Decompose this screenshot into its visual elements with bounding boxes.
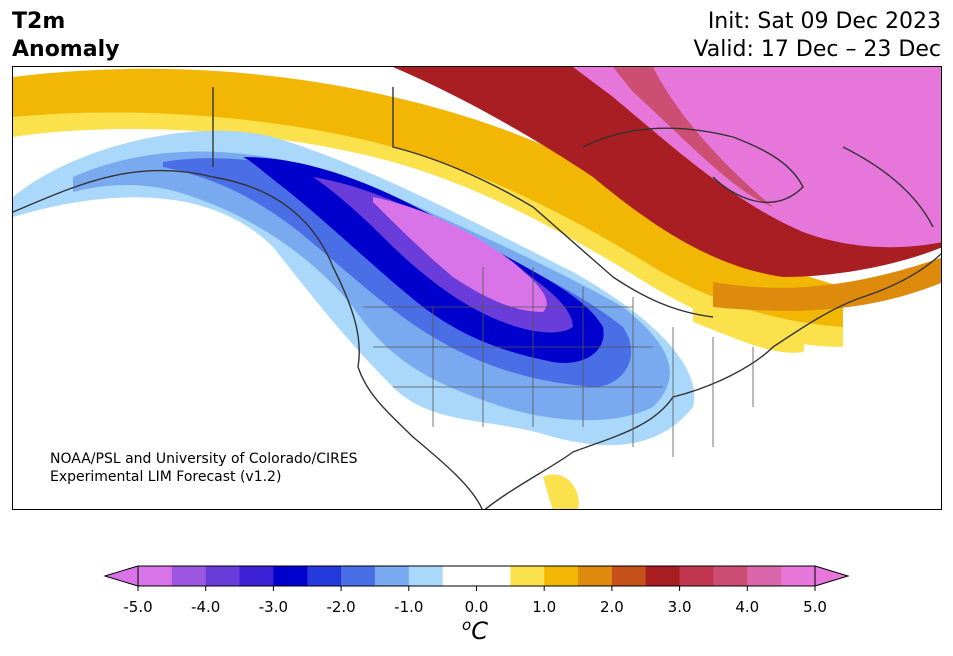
colorbar-segment	[307, 566, 342, 586]
warm-anomaly-gulf	[543, 474, 579, 509]
colorbar-arrow-outline	[103, 565, 139, 587]
colorbar-segment	[273, 566, 308, 586]
colorbar-segment	[611, 566, 647, 586]
cold-anomaly-lilac	[373, 197, 547, 312]
colorbar-segment	[510, 566, 545, 586]
state-outlines	[363, 267, 754, 457]
warm-anomaly-east-orange	[713, 257, 941, 311]
colorbar-segment	[476, 566, 511, 586]
credit-line-2: Experimental LIM Forecast (v1.2)	[50, 469, 282, 485]
colorbar-segments	[138, 566, 816, 586]
colorbar-segment	[138, 566, 173, 586]
colorbar-tick-label: 4.0	[735, 598, 760, 616]
colorbar-tick-label: 3.0	[667, 598, 692, 616]
colorbar-tick-label: 2.0	[599, 598, 624, 616]
colorbar-segment	[205, 566, 241, 586]
map-title: T2m Anomaly	[12, 8, 119, 64]
colorbar-segment	[442, 566, 477, 586]
colorbar-tick-label: -5.0	[123, 598, 153, 616]
colorbar-tick-label: -4.0	[191, 598, 221, 616]
anomaly-map: NOAA/PSL and University of Colorado/CIRE…	[12, 66, 942, 510]
colorbar-segment	[645, 566, 681, 586]
title-line-2: Anomaly	[12, 37, 120, 62]
colorbar-segment	[679, 566, 714, 586]
colorbar-ticks	[137, 586, 816, 591]
colorbar-under-arrow	[105, 566, 138, 586]
colorbar-segment	[544, 566, 579, 586]
colorbar-segment	[578, 566, 613, 586]
valid-date: Valid: 17 Dec – 23 Dec	[693, 37, 941, 62]
credit-text: NOAA/PSL and University of Colorado/CIRE…	[50, 450, 358, 486]
warm-anomaly-east-yellow	[693, 302, 805, 353]
forecast-dates: Init: Sat 09 Dec 2023 Valid: 17 Dec – 23…	[693, 8, 941, 64]
colorbar-segment	[747, 566, 782, 586]
colorbar-tick-label: 0.0	[464, 598, 489, 616]
credit-line-1: NOAA/PSL and University of Colorado/CIRE…	[50, 451, 358, 467]
init-date: Init: Sat 09 Dec 2023	[707, 9, 941, 34]
colorbar-tick-label: 1.0	[532, 598, 557, 616]
colorbar-tick-label: -2.0	[326, 598, 356, 616]
anomaly-field	[13, 67, 941, 509]
title-line-1: T2m	[12, 9, 66, 34]
colorbar-tick-label: -3.0	[258, 598, 289, 616]
colorbar-segment	[781, 566, 816, 586]
colorbar-tick-label: -1.0	[394, 598, 424, 616]
colorbar-over-arrow	[815, 566, 848, 586]
colorbar-segment	[713, 566, 748, 586]
colorbar-segment	[239, 566, 274, 586]
colorbar-units: oC	[462, 616, 488, 645]
colorbar-segment	[341, 566, 376, 586]
colorbar-tick-label: 5.0	[803, 598, 827, 616]
colorbar-arrow-outline-right	[814, 565, 850, 587]
colorbar-segment	[408, 566, 444, 586]
colorbar-segment	[374, 566, 410, 586]
country-outlines	[13, 87, 941, 509]
colorbar-segment	[171, 566, 207, 586]
warm-anomaly-pink-edge	[613, 67, 773, 207]
